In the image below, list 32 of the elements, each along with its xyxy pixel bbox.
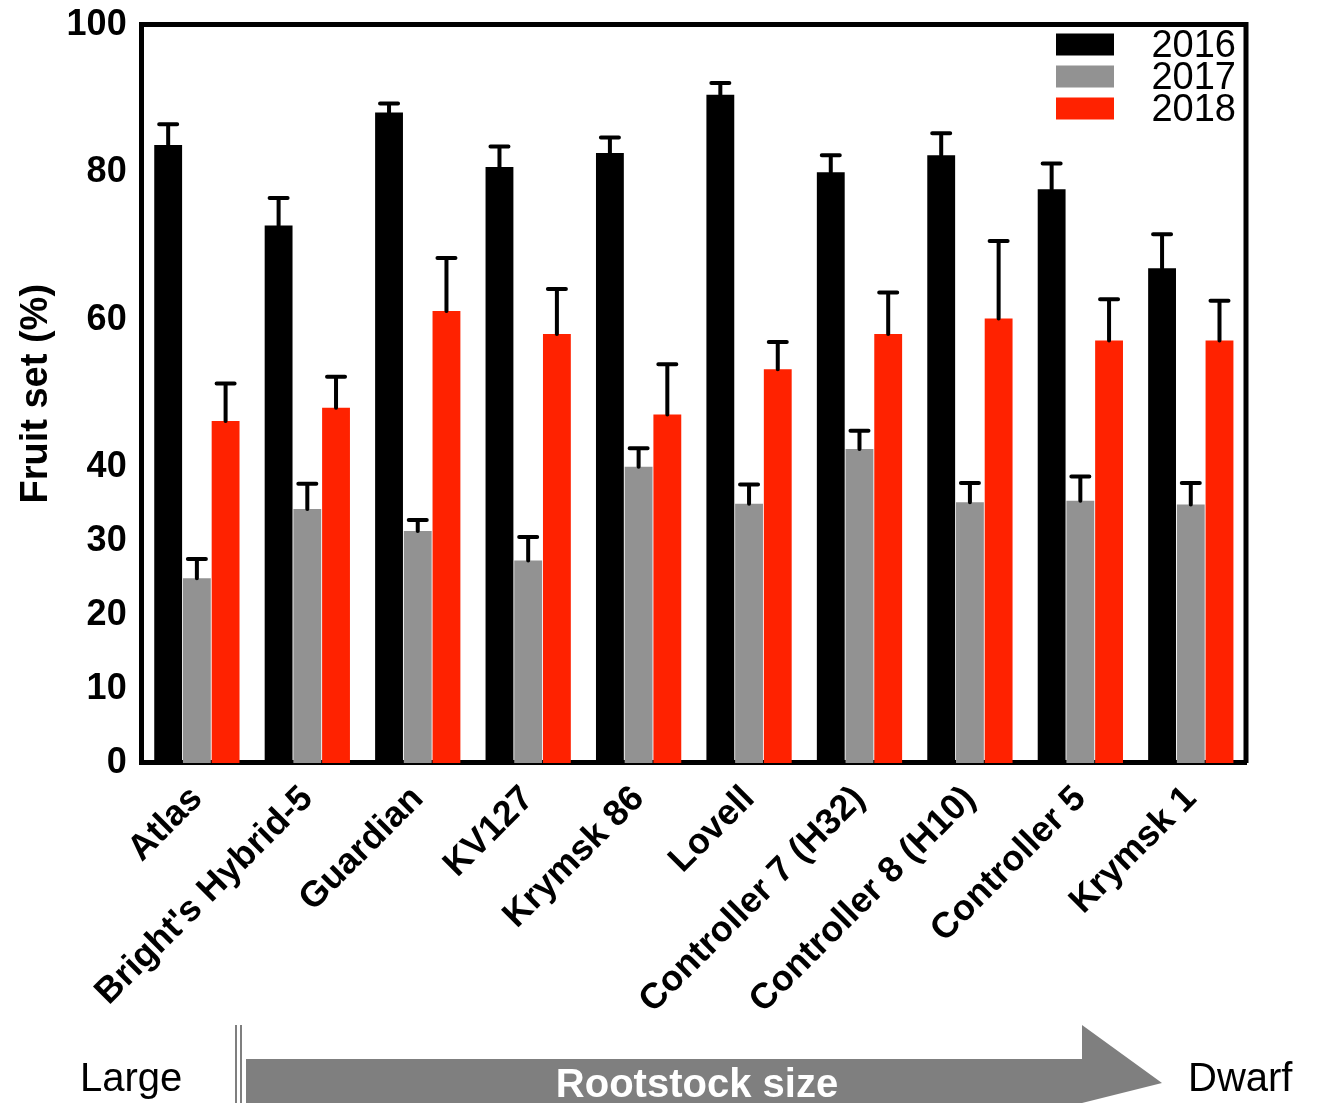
bar <box>322 407 350 763</box>
bar <box>1095 340 1123 763</box>
text: Large <box>80 1055 183 1100</box>
bar <box>403 531 432 763</box>
bar <box>1176 504 1205 763</box>
y-tick-label: 60 <box>86 296 127 338</box>
y-tick-label: 30 <box>86 518 127 560</box>
text: Rootstock size <box>554 1061 840 1103</box>
bar <box>874 333 903 763</box>
text: Dwarf <box>1188 1055 1293 1100</box>
bar <box>763 369 792 763</box>
bar <box>653 414 682 763</box>
bar <box>1205 340 1234 763</box>
y-tick-label: 20 <box>86 592 127 634</box>
bar <box>955 502 984 763</box>
bar <box>984 318 1013 763</box>
y-tick-label: 80 <box>86 149 127 191</box>
y-axis-title: Fruit set (%) <box>13 283 56 504</box>
bar <box>211 421 240 763</box>
bar <box>845 449 874 763</box>
bar <box>514 560 543 763</box>
y-tick-label: 40 <box>86 444 127 486</box>
bar <box>1066 500 1095 763</box>
y-tick-label: 10 <box>86 665 127 707</box>
bar <box>542 333 571 763</box>
bar <box>293 508 322 763</box>
y-tick-label: 100 <box>66 1 127 43</box>
y-tick-label: 0 <box>106 739 127 781</box>
bar <box>432 311 461 763</box>
bar <box>182 578 211 763</box>
bar <box>735 503 763 763</box>
bar <box>624 466 653 763</box>
